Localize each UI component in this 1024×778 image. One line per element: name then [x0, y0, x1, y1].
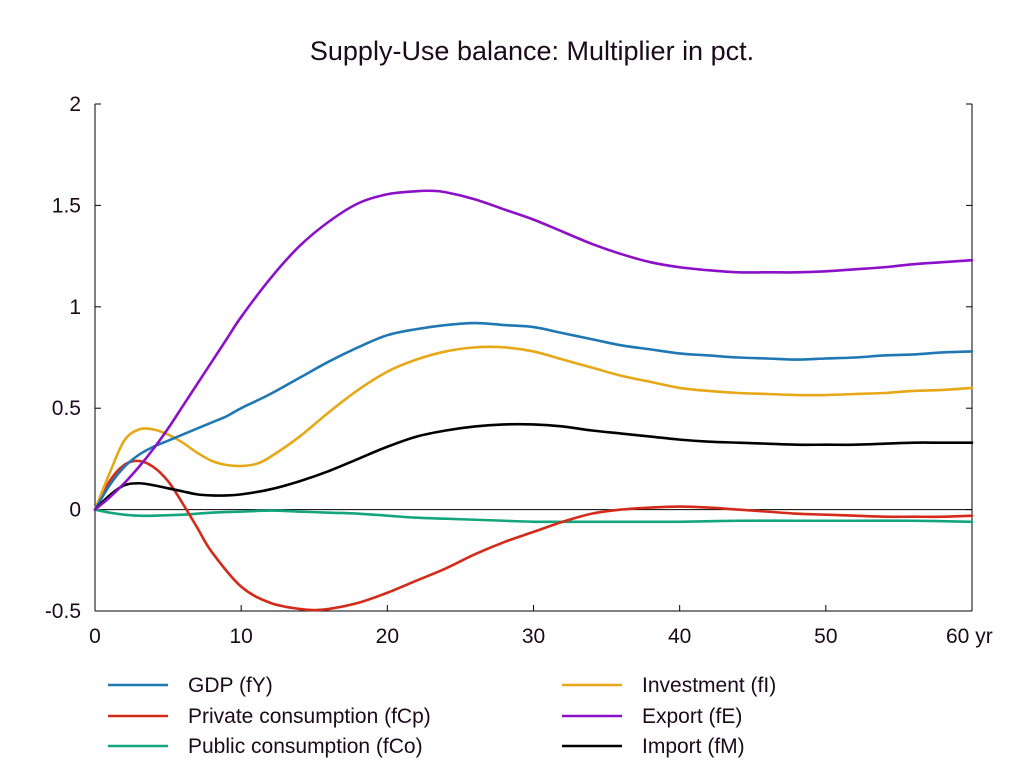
y-tick-label: 0.5 [52, 397, 81, 420]
legend-label-export-fe: Export (fE) [642, 705, 742, 728]
x-tick-label: 30 [522, 625, 545, 648]
y-tick-label: 1 [69, 296, 81, 319]
chart-title: Supply-Use balance: Multiplier in pct. [310, 36, 754, 66]
x-tick-label: 20 [376, 625, 399, 648]
legend: GDP (fY) Investment (fI) Private consumpti… [108, 674, 776, 758]
y-tick-label: 2 [69, 93, 81, 116]
legend-label-investment-fi: Investment (fI) [642, 674, 776, 697]
x-tick-label: 40 [668, 625, 691, 648]
legend-label-public-consumption-fco: Public consumption (fCo) [188, 735, 423, 758]
series-lines [93, 189, 974, 612]
y-tick-label: 1.5 [52, 194, 81, 217]
series-line-private-consumption-fcp [93, 459, 974, 612]
legend-label-private-consumption-fcp: Private consumption (fCp) [188, 705, 431, 728]
x-tick-label: 0 [89, 625, 101, 648]
y-axis: -0.5 0 0.5 1 1.5 2 [45, 93, 972, 623]
series-line-gdp-fy [93, 321, 974, 511]
x-tick-label: 60 yr [946, 625, 993, 648]
legend-label-gdp-fy: GDP (fY) [188, 674, 273, 697]
y-tick-label: -0.5 [45, 600, 81, 623]
y-tick-label: 0 [69, 499, 81, 522]
series-line-export-fe [93, 189, 974, 511]
x-tick-label: 50 [814, 625, 837, 648]
x-tick-label: 10 [229, 625, 252, 648]
legend-label-import-fm: Import (fM) [642, 735, 745, 758]
series-line-public-consumption-fco [93, 508, 974, 524]
x-axis: 0 10 20 30 40 50 60 yr [89, 605, 993, 648]
series-line-import-fm [93, 422, 974, 511]
series-line-investment-fi [93, 345, 974, 511]
